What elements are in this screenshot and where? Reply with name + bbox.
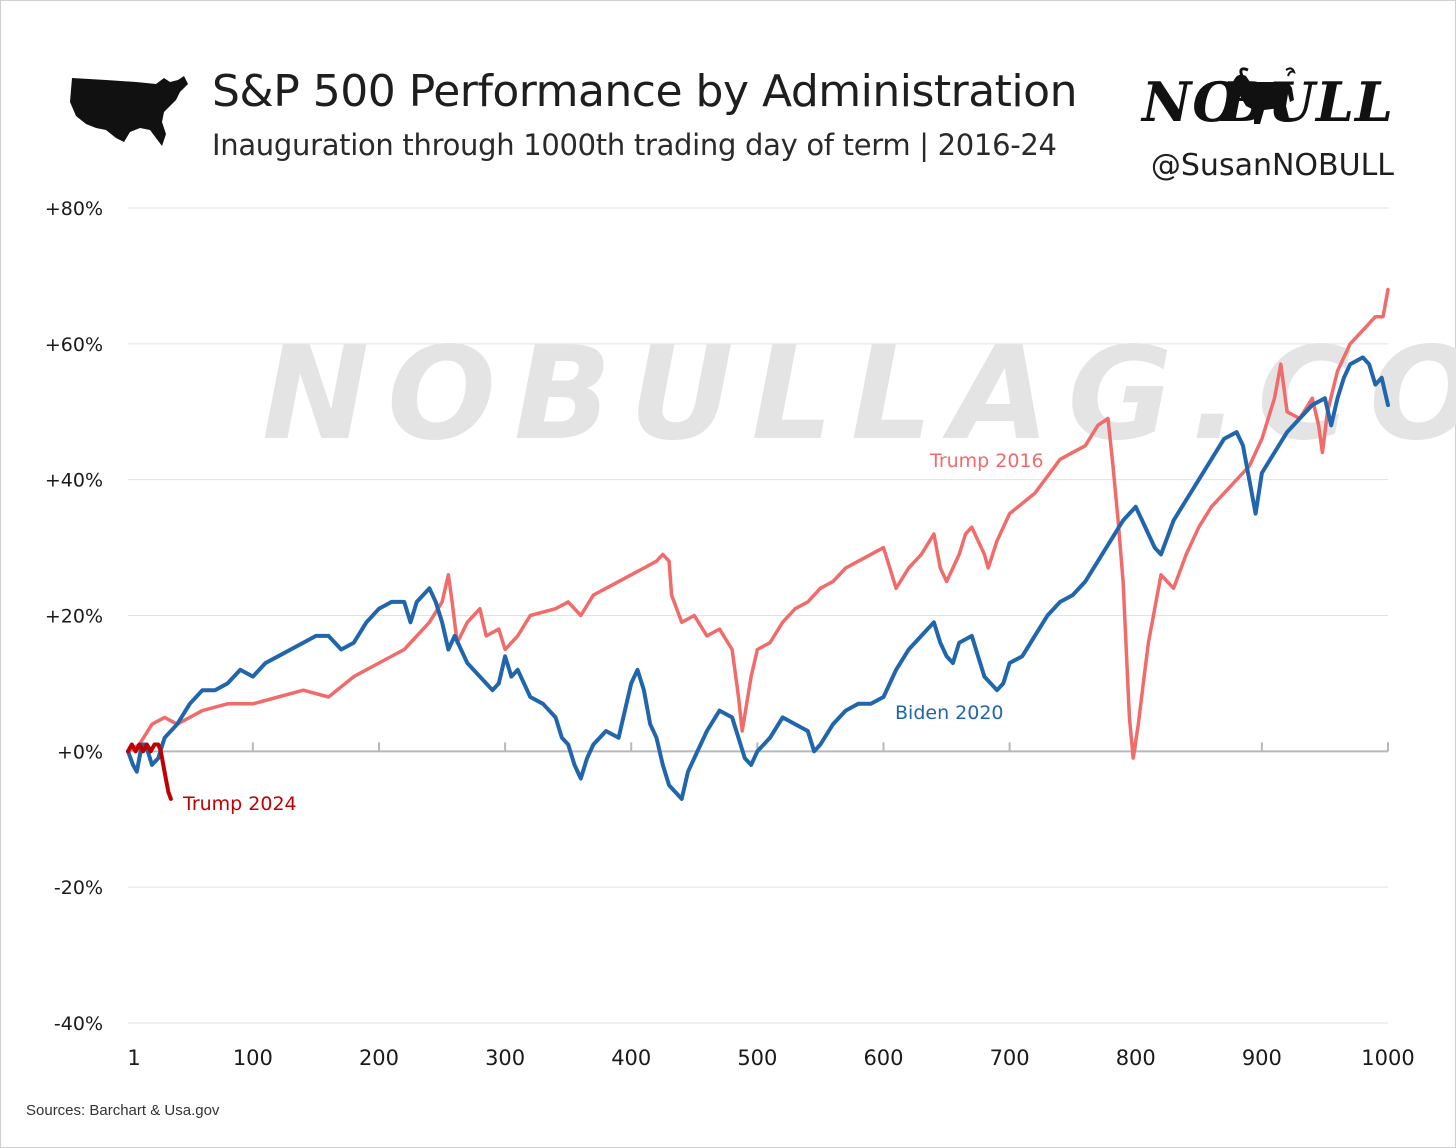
page-title: S&P 500 Performance by Administration (212, 66, 1077, 117)
x-tick-label: 1000 (1361, 1046, 1414, 1070)
usa-map-icon (70, 76, 188, 146)
axes: +80% +60% +40% +20% +0% -20% -40% 1 100 200 300 400… (45, 198, 1415, 1070)
x-tick-label: 800 (1116, 1046, 1156, 1070)
series-lines (126, 287, 1390, 801)
y-tick-label: +20% (45, 606, 103, 628)
series-labels: Trump 2016 Biden 2020 Trump 2024 (182, 450, 1044, 815)
logo-text-left: NO (1142, 70, 1241, 134)
watermark-text: NOBULLAG.COM (262, 320, 1456, 469)
series-line-biden-2020 (126, 355, 1390, 801)
series-label-trump-2016: Trump 2016 (929, 450, 1044, 472)
y-tick-label: -20% (54, 877, 103, 899)
y-tick-label: -40% (54, 1013, 103, 1035)
bull-icon (1231, 67, 1296, 124)
x-tick-label: 900 (1242, 1046, 1282, 1070)
y-tick-label: +80% (45, 198, 103, 220)
series-label-trump-2024: Trump 2024 (182, 793, 297, 815)
x-tick-label: 300 (485, 1046, 525, 1070)
x-tick-label: 400 (611, 1046, 651, 1070)
author-handle: @SusanNOBULL (1150, 148, 1394, 183)
series-line-trump-2024 (126, 742, 173, 801)
sources-note: Sources: Barchart & Usa.gov (26, 1102, 220, 1119)
grid-lines (128, 207, 1388, 1024)
x-tick-label: 200 (359, 1046, 399, 1070)
x-tick-label: 1 (127, 1046, 140, 1070)
x-tick-label: 100 (233, 1046, 273, 1070)
y-tick-label: +60% (45, 334, 103, 356)
y-tick-label: +0% (57, 741, 103, 763)
x-tick-label: 500 (737, 1046, 777, 1070)
page-subtitle: Inauguration through 1000th trading day … (212, 128, 1057, 162)
series-label-biden-2020: Biden 2020 (895, 702, 1004, 724)
nobull-logo: NO BULL (1138, 66, 1398, 134)
y-tick-label: +40% (45, 470, 103, 492)
x-tick-label: 600 (863, 1046, 903, 1070)
logo-text-right: BULL (1221, 70, 1394, 134)
series-line-trump-2016 (126, 287, 1390, 760)
x-tick-label: 700 (990, 1046, 1030, 1070)
